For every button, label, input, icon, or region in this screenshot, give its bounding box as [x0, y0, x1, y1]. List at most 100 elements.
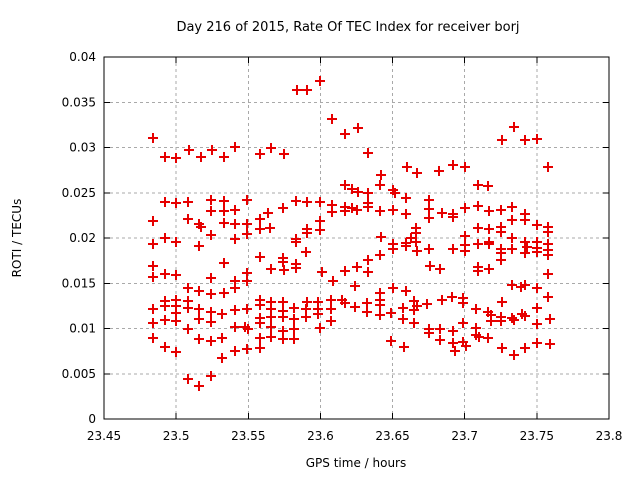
data-point-marker [148, 216, 158, 226]
y-tick-label: 0.04 [69, 50, 96, 64]
data-point-marker [352, 205, 362, 215]
data-point-marker [326, 304, 336, 314]
data-point-marker [448, 212, 458, 222]
data-point-marker [230, 305, 240, 315]
data-point-marker [496, 316, 506, 326]
data-point-marker [242, 304, 252, 314]
data-point-marker [532, 247, 542, 257]
data-point-marker [278, 297, 288, 307]
scatter-points [148, 76, 555, 391]
data-point-marker [265, 223, 275, 233]
data-point-marker [473, 180, 483, 190]
data-point-marker [437, 295, 447, 305]
data-point-marker [255, 214, 265, 224]
data-point-marker [509, 350, 519, 360]
data-point-marker [484, 264, 494, 274]
data-point-marker [217, 333, 227, 343]
data-point-marker [327, 114, 337, 124]
data-point-marker [160, 233, 170, 243]
x-tick-label: 23.65 [375, 429, 409, 443]
x-tick-label: 23.7 [451, 429, 478, 443]
data-point-marker [398, 303, 408, 313]
data-point-marker [183, 374, 193, 384]
data-point-marker [317, 267, 327, 277]
data-point-marker [219, 288, 229, 298]
data-point-marker [388, 205, 398, 215]
data-point-marker [350, 302, 360, 312]
data-point-marker [206, 371, 216, 381]
data-point-marker [279, 149, 289, 159]
data-point-marker [483, 181, 493, 191]
data-point-marker [230, 346, 240, 356]
data-point-marker [266, 143, 276, 153]
data-point-marker [532, 283, 542, 293]
data-point-marker [484, 206, 494, 216]
data-point-marker [353, 187, 363, 197]
data-point-marker [448, 244, 458, 254]
data-point-marker [399, 342, 409, 352]
data-point-marker [353, 123, 363, 133]
data-point-marker [507, 215, 517, 225]
y-tick-label: 0.02 [69, 231, 96, 245]
data-point-marker [483, 333, 493, 343]
data-point-marker [340, 129, 350, 139]
y-tick-label: 0.03 [69, 141, 96, 155]
data-point-marker [219, 152, 229, 162]
data-point-marker [376, 232, 386, 242]
data-point-marker [289, 324, 299, 334]
data-point-marker [206, 317, 216, 327]
data-point-marker [520, 311, 530, 321]
data-point-marker [217, 309, 227, 319]
data-point-marker [473, 223, 483, 233]
data-point-marker [160, 342, 170, 352]
data-point-marker [507, 244, 517, 254]
data-point-marker [171, 237, 181, 247]
data-point-marker [425, 261, 435, 271]
grid-lines [103, 56, 610, 420]
data-point-marker [206, 336, 216, 346]
data-point-marker [543, 227, 553, 237]
data-point-marker [409, 318, 419, 328]
data-point-marker [484, 224, 494, 234]
data-point-marker [347, 184, 357, 194]
tick-labels: 23.45 23.5 23.55 23.6 23.65 23.7 23.75 23.8 0 0.0… [62, 50, 623, 443]
data-point-marker [543, 269, 553, 279]
data-point-marker [450, 346, 460, 356]
data-point-marker [160, 301, 170, 311]
data-point-marker [148, 272, 158, 282]
data-point-marker [184, 145, 194, 155]
chart-title: Day 216 of 2015, Rate Of TEC Index for r… [176, 20, 519, 35]
data-point-marker [424, 195, 434, 205]
data-point-marker [460, 246, 470, 256]
data-point-marker [448, 326, 458, 336]
x-tick-label: 23.6 [307, 429, 334, 443]
data-point-marker [171, 270, 181, 280]
data-point-marker [326, 316, 336, 326]
data-point-marker [363, 188, 373, 198]
data-point-marker [242, 344, 252, 354]
data-point-marker [183, 324, 193, 334]
data-point-marker [194, 314, 204, 324]
data-point-marker [448, 338, 458, 348]
data-point-marker [301, 247, 311, 257]
data-point-marker [206, 289, 216, 299]
data-point-marker [206, 307, 216, 317]
data-point-marker [532, 319, 542, 329]
data-point-marker [350, 281, 360, 291]
data-point-marker [315, 76, 325, 86]
data-point-marker [471, 304, 481, 314]
data-point-marker [532, 220, 542, 230]
y-tick-label: 0.025 [62, 186, 96, 200]
data-point-marker [509, 315, 519, 325]
data-point-marker [148, 133, 158, 143]
data-point-marker [507, 202, 517, 212]
data-point-marker [326, 295, 336, 305]
data-point-marker [313, 309, 323, 319]
data-point-marker [243, 324, 253, 334]
data-point-marker [507, 233, 517, 243]
data-point-marker [496, 205, 506, 215]
data-point-marker [206, 195, 216, 205]
data-point-marker [520, 135, 530, 145]
data-point-marker [473, 201, 483, 211]
